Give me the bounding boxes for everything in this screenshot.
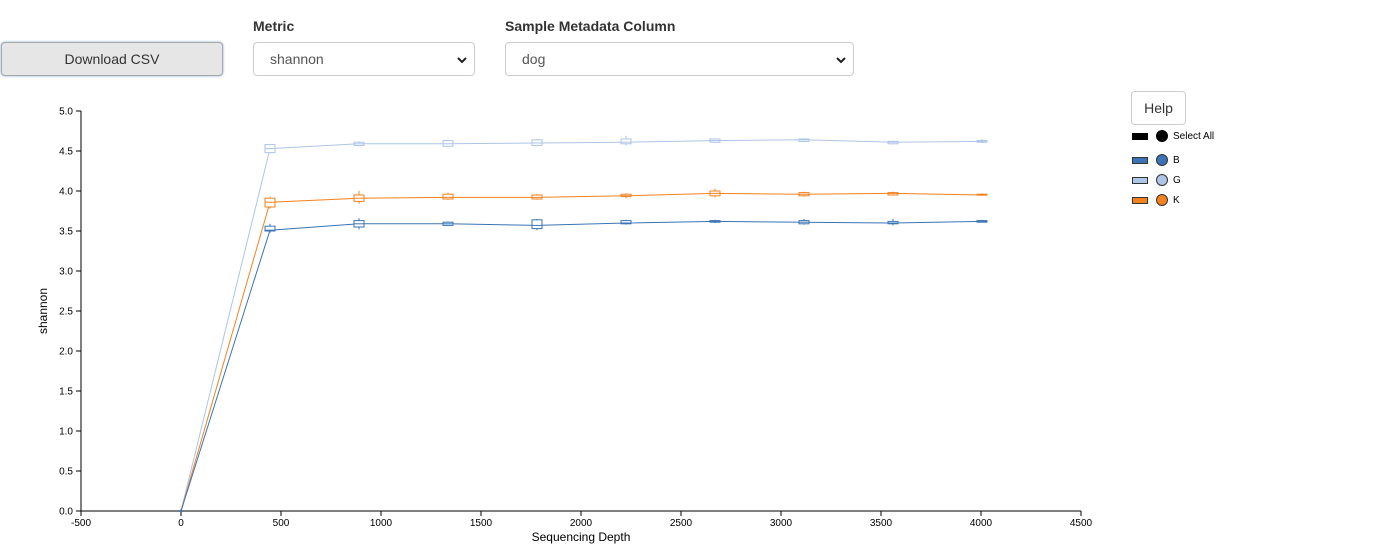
y-tick-label: 0.0: [59, 507, 73, 518]
y-tick-label: 3.0: [59, 267, 73, 278]
legend-line-swatch[interactable]: [1132, 196, 1148, 204]
legend-dot-swatch[interactable]: [1156, 194, 1168, 206]
x-tick-label: 500: [273, 518, 290, 529]
chart-axes: -500 0 500 1000 1500 2000 2500 3000 3500 4000 4500…: [36, 107, 1093, 545]
y-tick-label: 0.5: [59, 467, 73, 478]
metadata-column-label: Sample Metadata Column: [505, 18, 676, 34]
metric-select-value: shannon: [270, 51, 324, 67]
box[interactable]: [531, 219, 543, 230]
legend-line-swatch[interactable]: [1132, 132, 1148, 140]
x-tick-label: 3000: [770, 518, 793, 529]
y-tick-label: 1.5: [59, 387, 73, 398]
download-csv-button[interactable]: Download CSV: [1, 42, 223, 76]
series-line[interactable]: [180, 139, 983, 512]
x-axis-ticks: -500 0 500 1000 1500 2000 2500 3000 3500 4000 4500: [71, 511, 1093, 529]
y-axis-ticks: 0.0 0.5 1.0 1.5 2.0 2.5 3.0 3.5 4.0 4.5 5.0: [59, 107, 81, 518]
box[interactable]: [620, 220, 632, 225]
y-tick-label: 4.0: [59, 187, 73, 198]
y-tick-label: 4.5: [59, 147, 73, 158]
legend-item-label: B: [1173, 154, 1180, 166]
y-tick-label: 3.5: [59, 227, 73, 238]
legend-dot-swatch[interactable]: [1156, 174, 1168, 186]
legend-item-b[interactable]: B: [1132, 152, 1180, 168]
metric-select[interactable]: shannon: [253, 42, 475, 76]
x-tick-label: 2000: [570, 518, 593, 529]
legend-item-label: G: [1173, 174, 1181, 186]
x-axis-title: Sequencing Depth: [532, 530, 631, 544]
y-tick-label: 5.0: [59, 107, 73, 118]
data-point: [179, 509, 183, 513]
metric-label: Metric: [253, 18, 295, 34]
x-tick-label: -500: [71, 518, 91, 529]
x-tick-label: 1500: [470, 518, 493, 529]
x-tick-label: 4000: [970, 518, 993, 529]
series-g[interactable]: [179, 135, 988, 513]
metadata-column-select[interactable]: dog: [505, 42, 854, 76]
y-tick-label: 1.0: [59, 427, 73, 438]
legend-item-label: K: [1173, 194, 1180, 206]
x-tick-label: 1000: [370, 518, 393, 529]
legend-select-all[interactable]: Select All: [1132, 128, 1214, 144]
box[interactable]: [264, 225, 276, 232]
series-k[interactable]: [179, 188, 988, 513]
chevron-down-icon: [836, 57, 846, 64]
legend-line-swatch[interactable]: [1132, 156, 1148, 164]
y-axis-title: shannon: [36, 288, 50, 334]
x-tick-label: 3500: [870, 518, 893, 529]
metadata-column-select-value: dog: [522, 51, 546, 67]
series-line[interactable]: [180, 192, 983, 512]
chevron-down-icon: [457, 57, 467, 64]
series-line[interactable]: [180, 220, 983, 512]
x-tick-label: 4500: [1070, 518, 1093, 529]
legend-item-k[interactable]: K: [1132, 192, 1180, 208]
legend-select-all-label: Select All: [1173, 130, 1215, 142]
legend-dot-swatch[interactable]: [1156, 130, 1168, 142]
plot-area: [179, 135, 988, 513]
x-tick-label: 2500: [670, 518, 693, 529]
legend-line-swatch[interactable]: [1132, 176, 1148, 184]
box[interactable]: [620, 138, 632, 145]
legend-dot-swatch[interactable]: [1156, 154, 1168, 166]
box[interactable]: [442, 193, 454, 200]
x-tick-label: 0: [178, 518, 184, 529]
y-tick-label: 2.5: [59, 307, 73, 318]
y-tick-label: 2.0: [59, 347, 73, 358]
series-b[interactable]: [179, 218, 988, 513]
help-button[interactable]: Help: [1131, 91, 1186, 125]
legend-item-g[interactable]: G: [1132, 172, 1181, 188]
